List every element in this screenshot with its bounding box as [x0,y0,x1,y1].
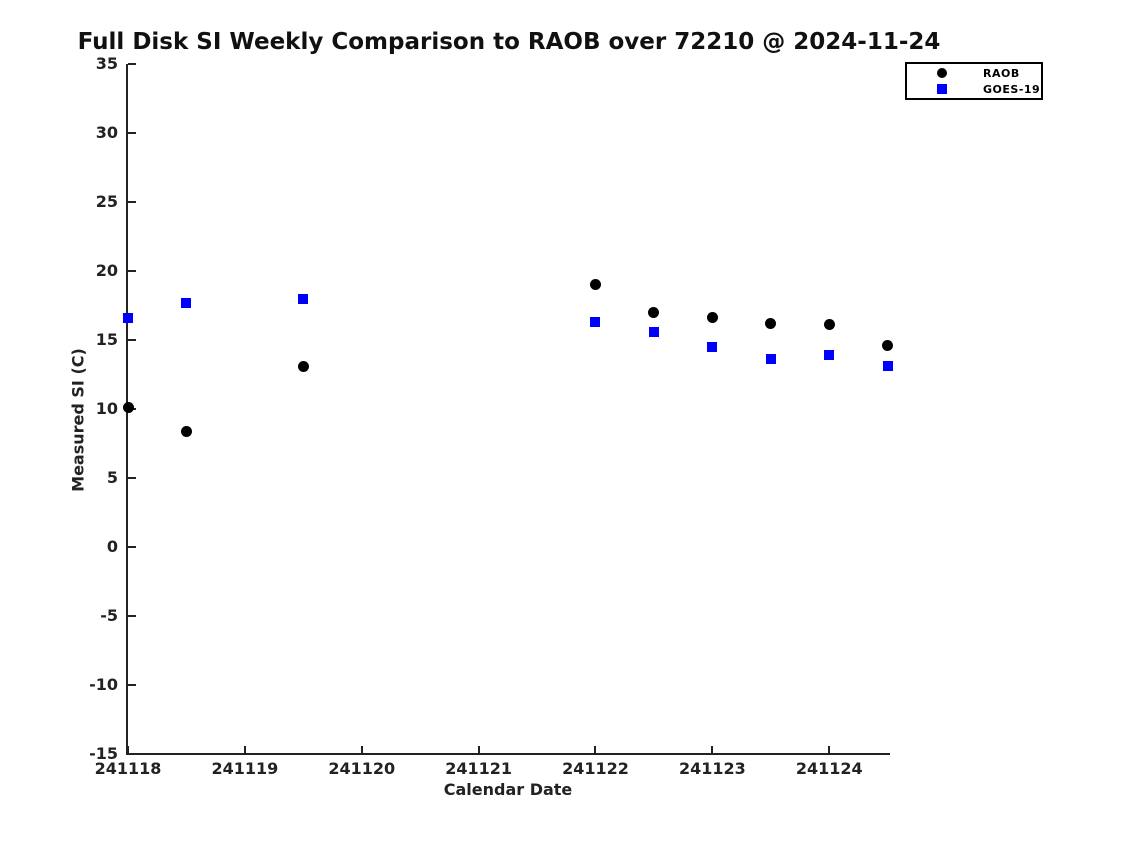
y-tick-mark [128,270,136,272]
x-tick-label: 241121 [445,759,512,778]
data-point-raob [765,317,777,329]
data-point-raob [648,306,660,318]
legend-item-raob: RAOB [907,65,1041,81]
chart-title: Full Disk SI Weekly Comparison to RAOB o… [77,29,941,55]
x-tick-label: 241124 [795,759,863,778]
y-tick-mark [128,684,136,686]
data-point-goes-19 [882,361,893,372]
x-tick-label: 241120 [328,759,396,778]
y-tick-label: -15 [89,744,118,763]
data-point-raob [180,425,192,437]
data-point-goes-19 [298,293,309,304]
circle-marker-icon [937,68,947,78]
data-point-goes-19 [824,350,835,361]
y-tick-label: 10 [95,399,118,418]
y-tick-mark [128,546,136,548]
y-tick-mark [128,477,136,479]
y-tick-label: 0 [106,537,118,556]
data-point-raob [882,340,894,352]
y-axis-label: Measured SI (C) [68,348,88,492]
y-tick-label: 15 [95,330,118,349]
y-tick-mark [128,615,136,617]
y-tick-label: 30 [95,123,118,142]
data-point-goes-19 [765,354,776,365]
x-tick-label: 241123 [678,759,746,778]
data-point-raob [122,402,134,414]
data-point-goes-19 [590,317,601,328]
square-marker-icon [937,84,947,94]
y-tick-mark [128,63,136,65]
data-point-goes-19 [181,297,192,308]
x-tick-mark [477,746,480,754]
x-axis-label: Calendar Date [443,780,573,799]
y-tick-label: 35 [95,54,118,73]
data-point-raob [589,279,601,291]
legend-label: RAOB [983,66,1020,80]
x-tick-label: 241122 [562,759,629,778]
y-tick-mark [128,201,136,203]
x-tick-mark [711,746,714,754]
x-tick-mark [594,746,597,754]
x-axis-spine [126,753,890,755]
y-tick-mark [128,132,136,134]
legend-label: GOES-19 [983,82,1041,96]
y-tick-label: -10 [89,675,118,694]
x-tick-mark [127,746,129,754]
x-tick-label: 241119 [211,759,279,778]
y-tick-label: 5 [106,468,118,487]
x-tick-mark [828,746,831,754]
legend: RAOB GOES-19 [905,62,1043,100]
data-point-raob [823,319,835,331]
x-tick-mark [360,746,363,754]
x-tick-label: 241118 [94,759,162,778]
y-tick-mark [128,339,136,341]
data-point-raob [297,360,309,372]
y-tick-mark [128,753,136,755]
data-point-goes-19 [123,312,133,323]
legend-item-goes-19: GOES-19 [907,81,1041,97]
data-point-goes-19 [707,341,718,352]
y-tick-label: 25 [95,192,118,211]
y-tick-label: -5 [100,606,118,625]
y-tick-label: 20 [95,261,118,280]
data-point-goes-19 [648,326,659,337]
data-point-raob [706,312,718,324]
x-tick-mark [243,746,246,754]
